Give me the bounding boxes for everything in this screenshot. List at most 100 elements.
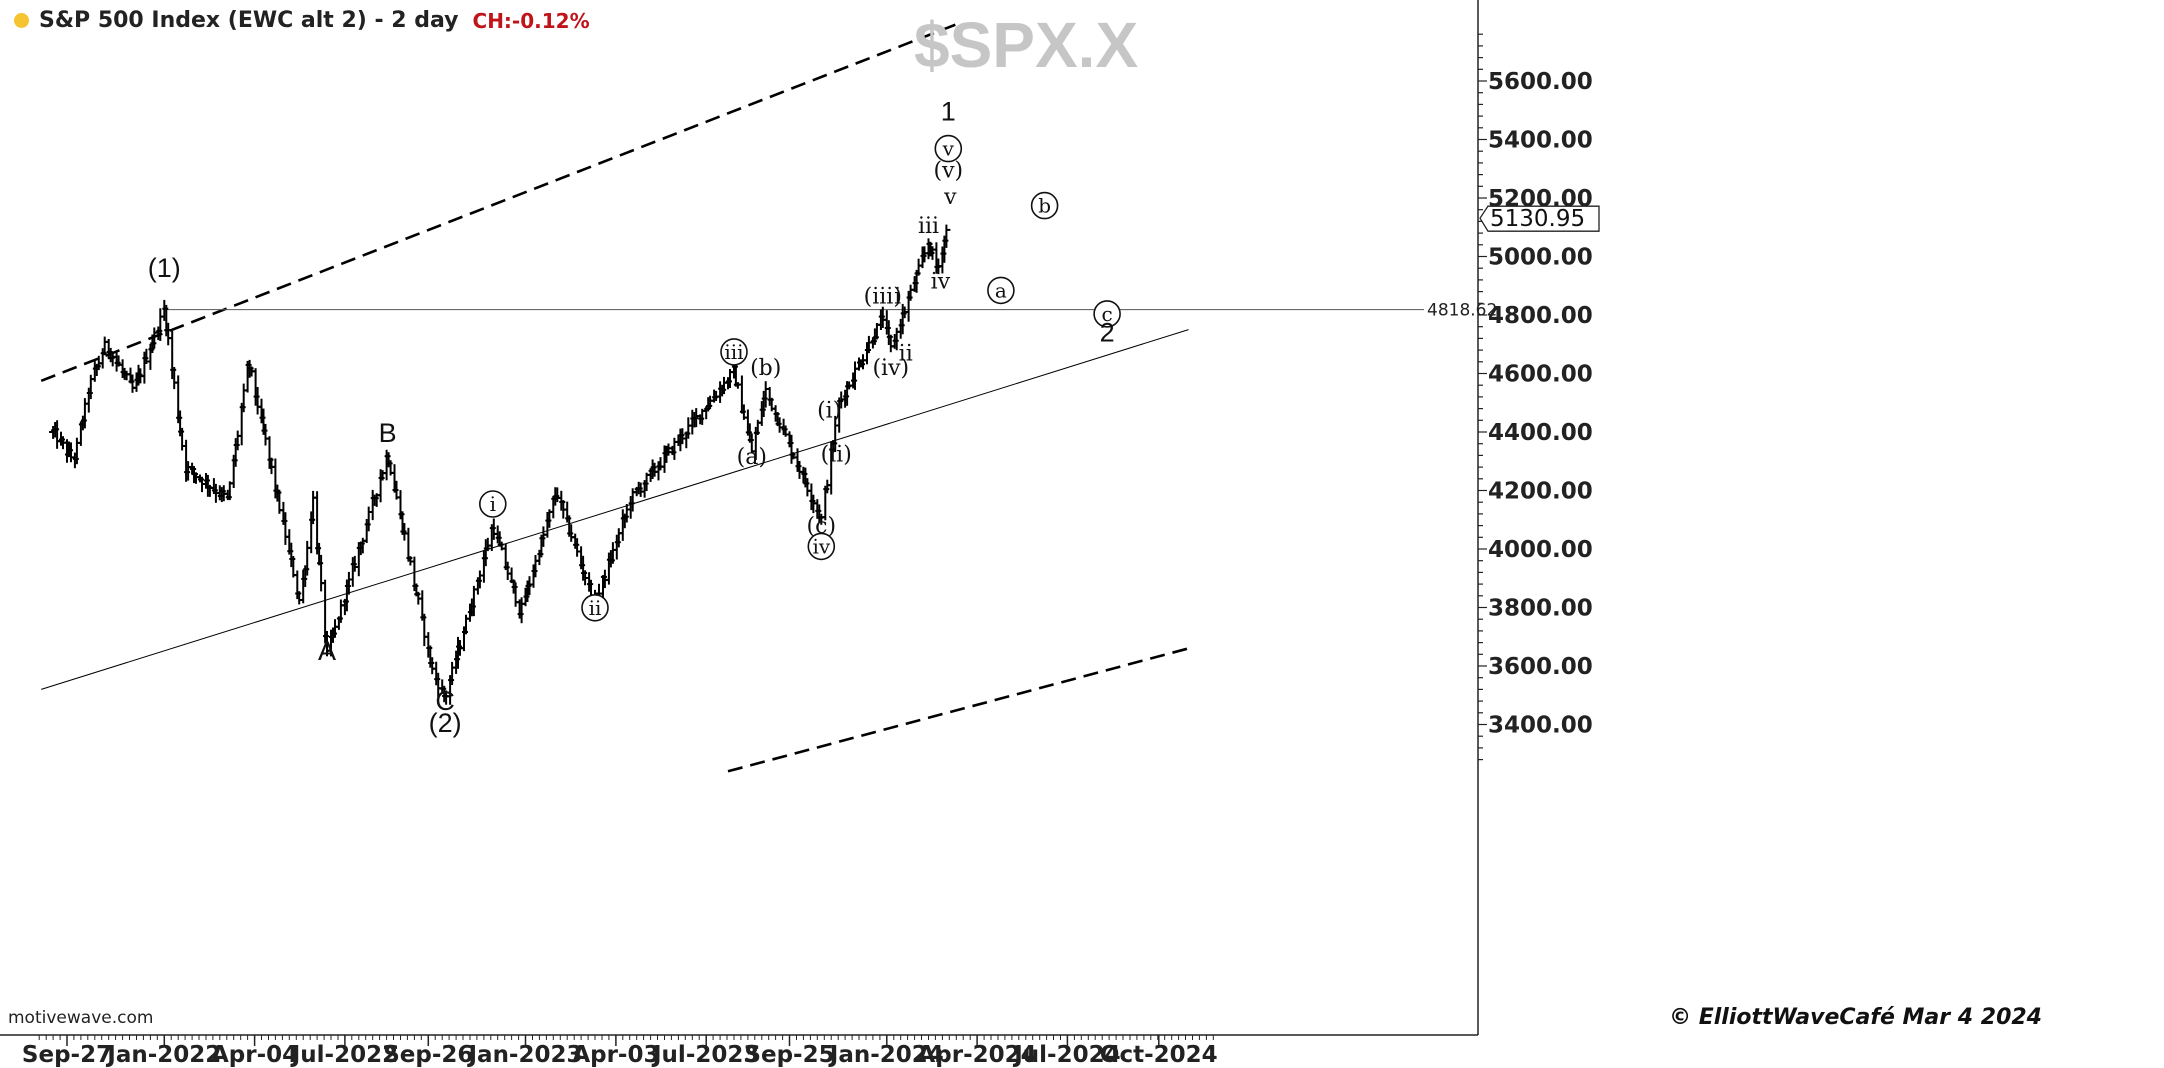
credit-label: © ElliottWaveCafé Mar 4 2024 (1669, 1005, 2042, 1030)
wave-label: (iv) (872, 356, 909, 381)
wave-label: c (1093, 300, 1121, 328)
wave-label-text: ii (589, 596, 602, 620)
axes: 4818.62 3400.00 3600.00 3800.00 4000.00 4200.… (0, 0, 1600, 1068)
x-tick-label: Sep-26 (383, 1042, 473, 1068)
wave-label: iii (720, 338, 748, 366)
wave-label-text: (ii) (821, 442, 852, 467)
wave-label: (a) (737, 445, 767, 470)
wave-label-text: B (379, 418, 397, 448)
wave-label-text: (b) (750, 356, 781, 381)
wave-label-text: (1) (148, 253, 181, 283)
ticker-watermark: $SPX.X (914, 9, 1139, 81)
wave-label-text: (i) (817, 398, 841, 423)
x-tick-label: Jul-2024 (1012, 1042, 1120, 1068)
x-tick-label: Jan-2023 (466, 1042, 582, 1068)
y-tick-label: 3600.00 (1488, 654, 1593, 680)
wave-label: v (943, 185, 957, 210)
y-tick-label: 4400.00 (1488, 420, 1593, 446)
wave-label: C (435, 686, 455, 716)
wave-label-text: (iii) (864, 284, 902, 309)
wave-label: i (894, 284, 901, 309)
wave-label: v (934, 134, 963, 163)
x-tick-label: Jan-2024 (828, 1042, 944, 1068)
wave-label-text: iii (918, 214, 939, 239)
chart-title: S&P 500 Index (EWC alt 2) - 2 day (39, 8, 459, 33)
wave-label-text: (2) (429, 708, 462, 738)
x-tick-label: Jul-2023 (651, 1042, 759, 1068)
wave-label: iii (918, 214, 939, 239)
wave-label-text: a (995, 278, 1007, 302)
ohlc-bar (336, 599, 345, 623)
wave-label: a (987, 276, 1015, 305)
x-tick-label: Apr-2024 (918, 1042, 1037, 1068)
reference-level-label: 4818.62 (1427, 301, 1497, 321)
wave-label: (ii) (821, 442, 852, 467)
y-tick-label: 3400.00 (1488, 713, 1593, 739)
channel-line-dashed (727, 647, 1189, 773)
price-bars (49, 224, 951, 705)
wave-label: B (379, 418, 397, 448)
wave-label: A (318, 636, 336, 666)
wave-labels: (1)ABC(2)iiiiii(a)(b)(c)iv(i)(ii)(iii)(i… (148, 97, 1121, 738)
ohlc-bar (942, 224, 951, 248)
x-tick-label: Apr-03 (572, 1042, 659, 1068)
wave-label: (1) (148, 253, 181, 283)
x-tick-label: Sep-25 (744, 1042, 834, 1068)
status-dot-icon (14, 13, 29, 28)
ohlc-bar (239, 383, 248, 413)
wave-label: 2 (1100, 317, 1115, 347)
wave-label-text: iii (724, 340, 743, 364)
last-price-label: 5130.95 (1490, 206, 1585, 232)
ohlc-bar (462, 614, 470, 635)
wave-label: (v) (933, 159, 963, 184)
wave-label: i (478, 490, 507, 518)
wave-label-text: iv (812, 534, 830, 558)
wave-label-text: b (1038, 194, 1051, 218)
wave-label: iv (807, 532, 836, 561)
wave-label-text: iv (931, 270, 951, 295)
wave-label-text: ii (899, 341, 913, 366)
ohlc-bar (178, 427, 187, 451)
wave-label-text: (iv) (872, 356, 909, 381)
wave-label-text: (v) (933, 159, 963, 184)
wave-label-text: C (435, 686, 455, 716)
x-tick-label: Oct-2024 (1100, 1042, 1218, 1068)
x-tick-label: Apr-04 (211, 1042, 298, 1068)
ohlc-bar (914, 258, 923, 276)
wave-label-text: i (894, 284, 901, 309)
wave-label: (i) (817, 398, 841, 423)
y-tick-label: 5000.00 (1488, 245, 1593, 271)
change-percent: CH:-0.12% (472, 8, 590, 33)
channel-line-dashed (40, 22, 958, 383)
x-tick-label: Sep-27 (22, 1042, 112, 1068)
wave-label: 1 (941, 97, 956, 127)
wave-label-text: A (318, 636, 336, 666)
x-tick-label: Jan-2022 (105, 1042, 221, 1068)
wave-label-text: i (490, 492, 496, 516)
brand-label: motivewave.com (8, 1008, 154, 1028)
wave-label: (2) (429, 708, 462, 738)
y-tick-label: 4000.00 (1488, 537, 1593, 563)
ohlc-bar (309, 490, 318, 525)
wave-label: ii (581, 593, 609, 622)
last-price-tag: 5130.95 (1479, 205, 1600, 232)
chart-header: S&P 500 Index (EWC alt 2) - 2 day CH:-0.… (14, 8, 590, 33)
y-tick-label: 4800.00 (1488, 303, 1593, 329)
wave-label-text: 1 (941, 97, 956, 127)
wave-label: iv (931, 270, 951, 295)
wave-label: b (1030, 191, 1059, 220)
y-tick-label: 4200.00 (1488, 479, 1593, 505)
wave-label-text: c (1101, 302, 1112, 326)
wave-label: (b) (750, 356, 781, 381)
trendlines (40, 22, 1424, 773)
wave-label-text: v (942, 137, 955, 161)
wave-label-text: (a) (737, 445, 767, 470)
wave-label: (iii) (864, 284, 902, 309)
y-tick-label: 5600.00 (1488, 69, 1593, 95)
channel-line-solid (41, 329, 1189, 690)
x-tick-label: Jul-2022 (290, 1042, 398, 1068)
wave-label-text: v (943, 185, 957, 210)
y-tick-label: 3800.00 (1488, 596, 1593, 622)
wave-label: ii (899, 341, 913, 366)
